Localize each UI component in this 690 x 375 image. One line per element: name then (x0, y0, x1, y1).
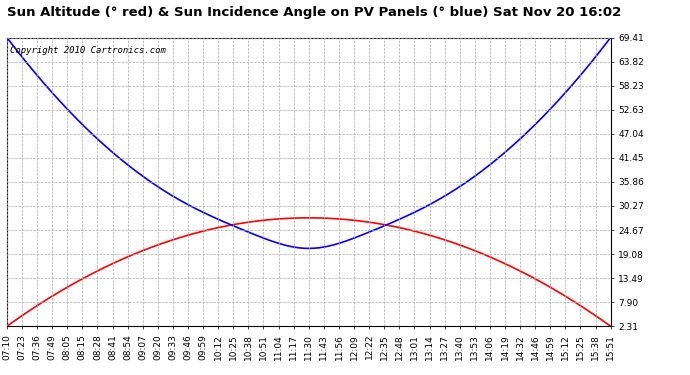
Text: Sun Altitude (° red) & Sun Incidence Angle on PV Panels (° blue) Sat Nov 20 16:0: Sun Altitude (° red) & Sun Incidence Ang… (7, 6, 621, 19)
Text: Copyright 2010 Cartronics.com: Copyright 2010 Cartronics.com (10, 46, 166, 55)
